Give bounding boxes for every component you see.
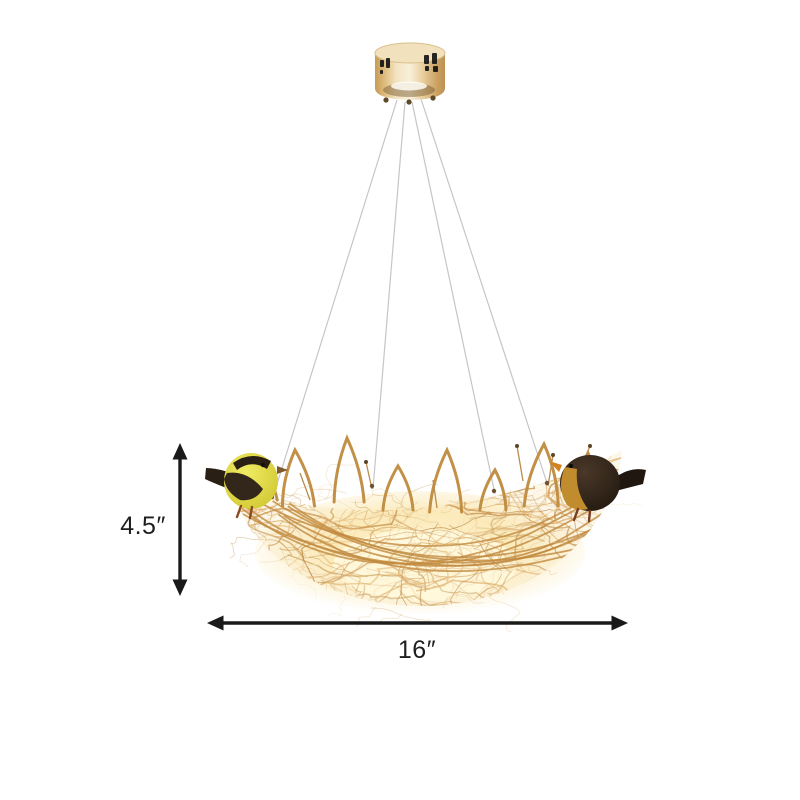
width-dimension: 16″	[207, 615, 628, 664]
up-arrowhead-icon	[172, 443, 188, 460]
right-bird-eye	[569, 464, 573, 468]
left-bird-crown-stripe	[233, 455, 271, 470]
suspension-cable	[420, 98, 549, 487]
left-bird-eye	[260, 462, 266, 468]
right-bird-legs	[572, 507, 592, 523]
left-bird-legs	[235, 504, 254, 520]
left-bird-wing	[224, 472, 263, 501]
width-label: 16″	[398, 636, 436, 664]
down-arrowhead-icon	[172, 579, 188, 596]
suspension-cable	[411, 101, 496, 495]
left-bird-beak	[277, 466, 288, 474]
wire-nest	[229, 434, 644, 633]
suspension-cable	[372, 101, 406, 490]
right-bird	[549, 455, 646, 523]
canopy-specular	[391, 81, 427, 91]
height-label: 4.5″	[120, 512, 166, 540]
right-arrowhead-icon	[611, 615, 628, 631]
height-dimension: 4.5″	[120, 443, 188, 596]
canopy-body	[375, 53, 445, 100]
ceiling-canopy	[374, 42, 446, 105]
suspension-cable	[271, 99, 398, 501]
right-bird-breast	[560, 467, 588, 510]
left-bird	[205, 453, 288, 520]
right-bird-beak	[549, 461, 562, 472]
canopy-vents	[380, 53, 438, 74]
left-arrowhead-icon	[207, 615, 224, 631]
suspension-cables	[271, 98, 549, 501]
canopy-cable-hooks	[383, 95, 436, 105]
